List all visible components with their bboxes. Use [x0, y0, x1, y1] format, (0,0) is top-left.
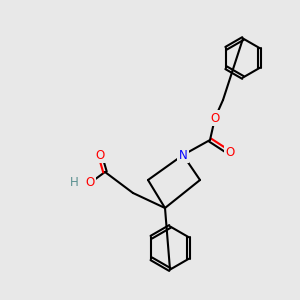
- Text: O: O: [210, 112, 220, 124]
- Text: O: O: [225, 146, 235, 160]
- Text: H: H: [70, 176, 78, 190]
- Text: N: N: [178, 148, 188, 161]
- Text: O: O: [85, 176, 94, 190]
- Text: O: O: [95, 148, 105, 161]
